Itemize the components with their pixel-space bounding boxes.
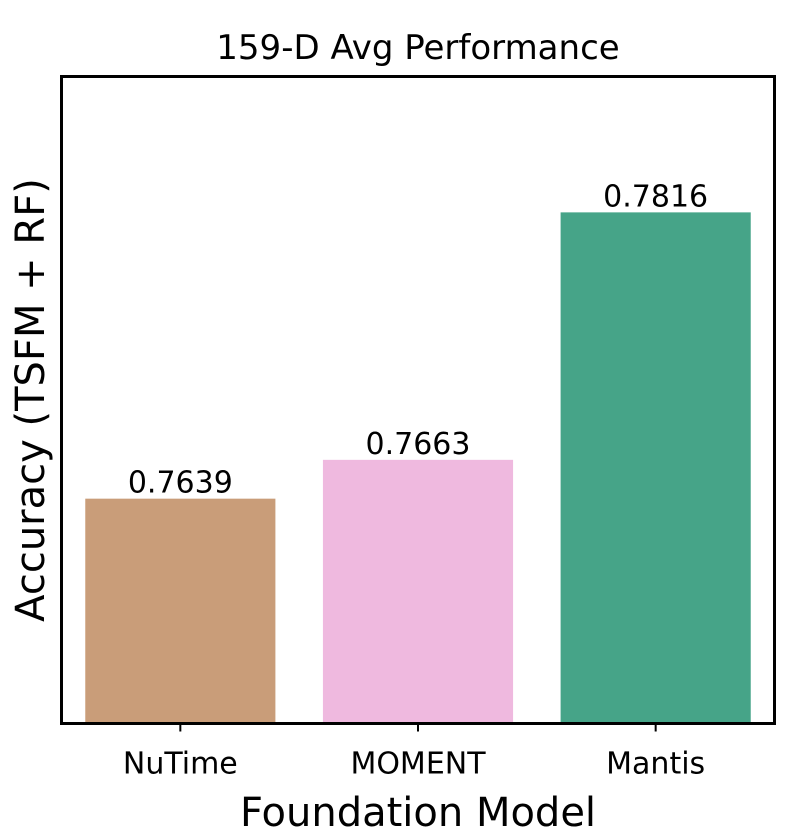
value-label-moment: 0.7663	[366, 427, 471, 462]
bar-mantis	[560, 212, 751, 724]
x-axis-title: Foundation Model	[240, 790, 596, 836]
plot-frame	[60, 75, 776, 725]
bar-moment	[322, 459, 514, 724]
bars-layer	[85, 212, 751, 724]
chart-title: 159-D Avg Performance	[216, 28, 619, 68]
y-axis-title: Accuracy (TSFM + RF)	[8, 178, 54, 622]
x-tick-label-moment: MOMENT	[350, 747, 486, 782]
value-labels-layer: 0.7639 0.7663 0.7816	[128, 179, 708, 500]
x-tick-label-mantis: Mantis	[606, 747, 705, 782]
x-ticks-layer: NuTime MOMENT Mantis	[123, 723, 705, 782]
value-label-nutime: 0.7639	[128, 466, 233, 501]
bar-nutime	[85, 498, 276, 724]
x-tick-label-nutime: NuTime	[123, 747, 238, 782]
value-label-mantis: 0.7816	[603, 179, 708, 214]
